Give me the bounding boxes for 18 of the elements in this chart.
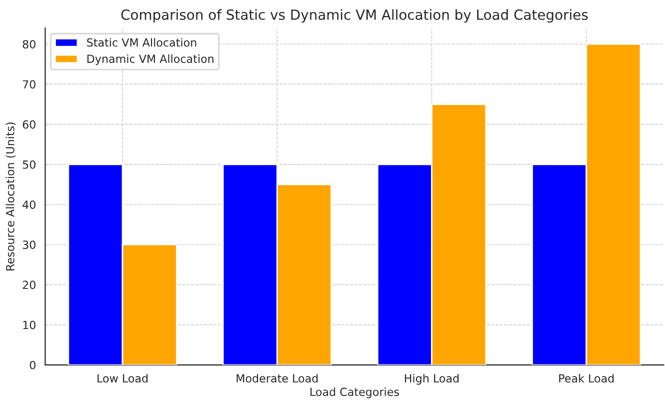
x-tick-label: Peak Load [559, 374, 614, 383]
legend-label: Dynamic VM Allocation [87, 54, 214, 66]
legend-label: Static VM Allocation [87, 38, 196, 47]
x-axis-title: Load Categories [310, 387, 399, 398]
x-tick-label: Moderate Load [236, 374, 318, 383]
y-tick-label: 60 [22, 120, 36, 129]
y-tick-label: 10 [23, 320, 36, 330]
chart-title: Comparison of Static vs Dynamic VM Allocation by Load Categories [121, 9, 588, 23]
x-tick-label: Low Load [98, 374, 148, 383]
y-tick-label: 70 [22, 80, 36, 89]
y-tick-label: 30 [22, 240, 36, 249]
y-tick-label: 40 [22, 200, 36, 209]
y-tick-label: 20 [22, 280, 36, 290]
y-tick-label: 0 [30, 360, 36, 370]
y-tick-label: 80 [22, 40, 36, 48]
y-axis-title: Resource Allocation (Units) [6, 122, 16, 270]
y-tick-label: 50 [22, 160, 36, 169]
x-tick-label: High Load [404, 374, 459, 385]
